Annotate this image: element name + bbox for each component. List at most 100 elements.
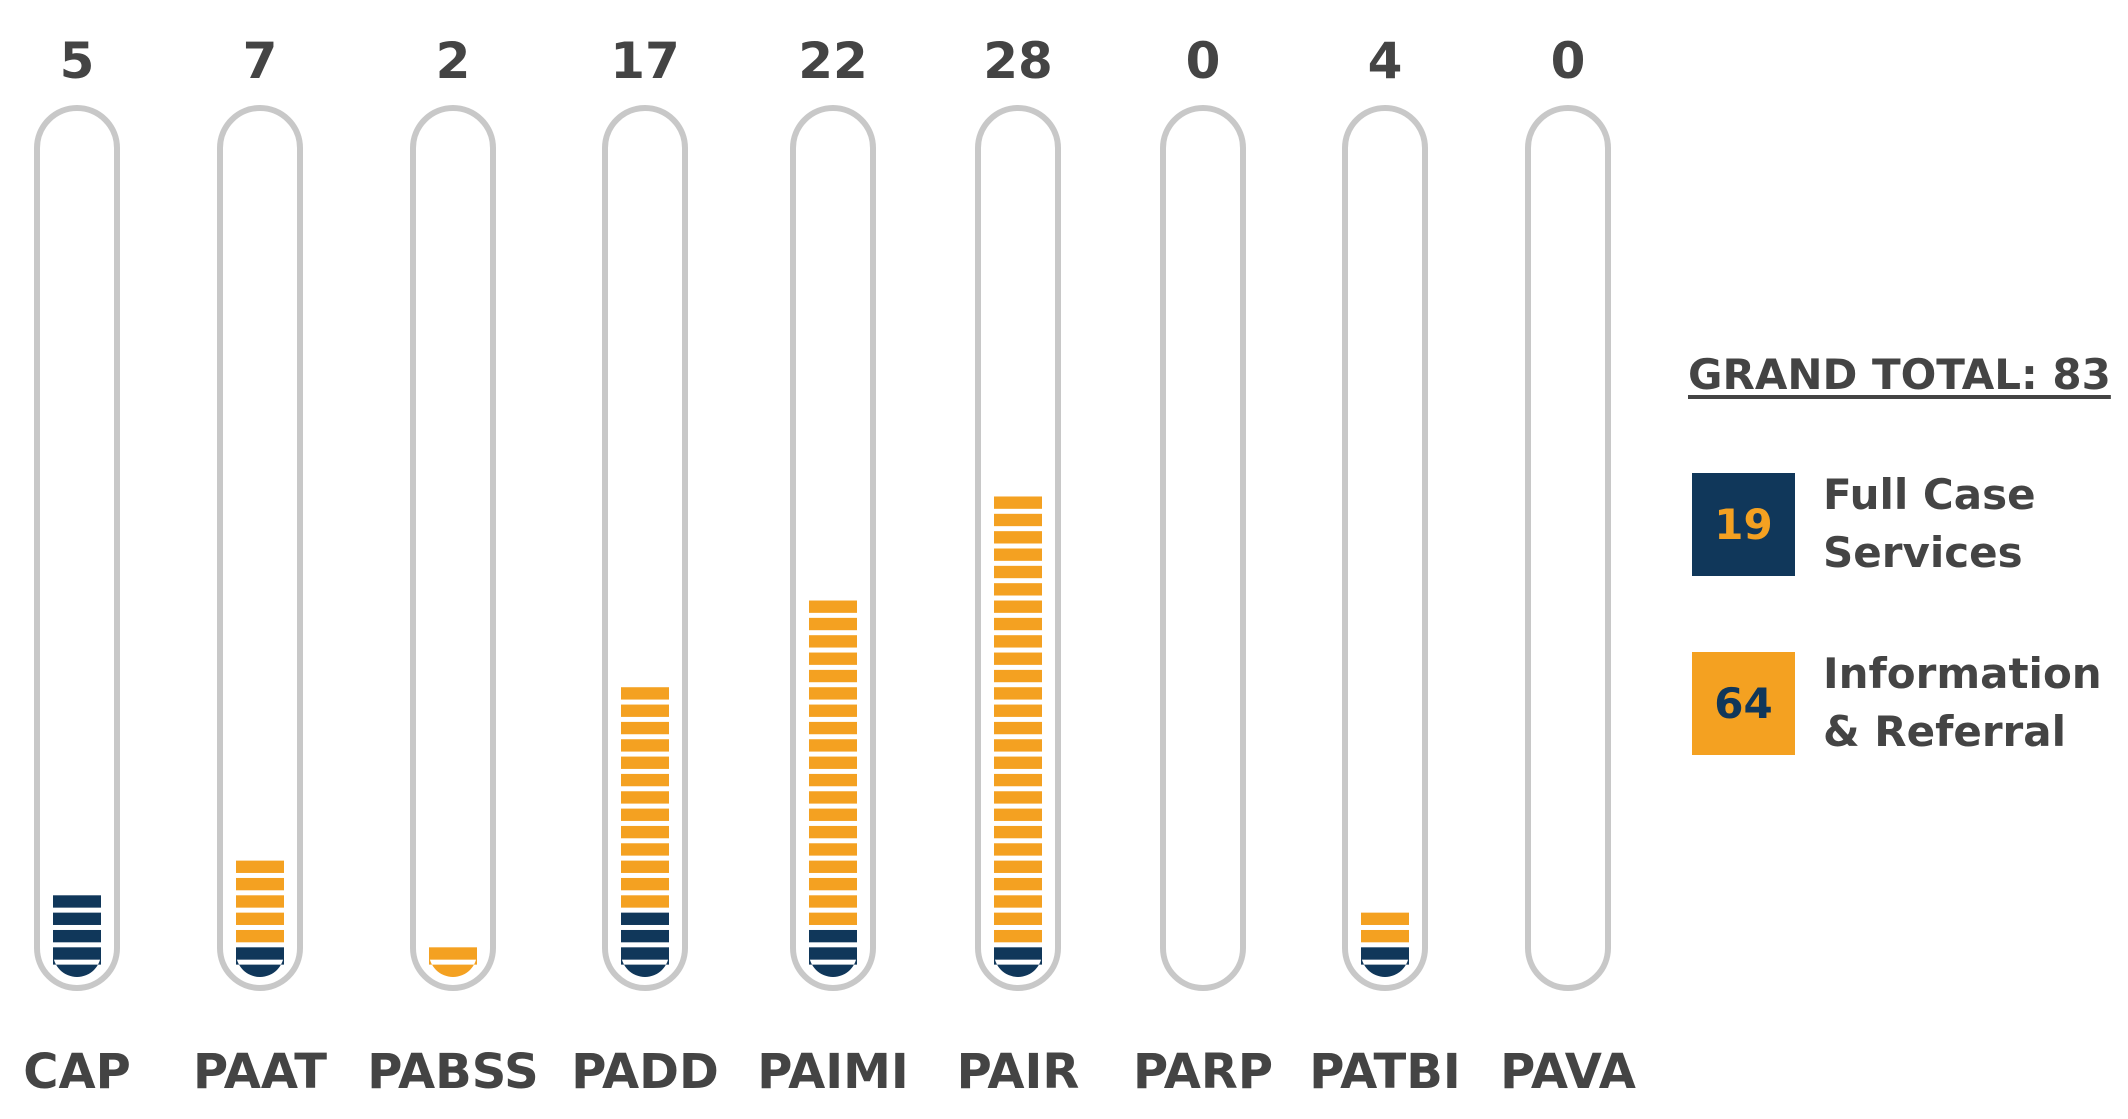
- total-label-padd: 17: [610, 32, 680, 90]
- segment-paat-4: [236, 912, 284, 925]
- segment-padd-16: [621, 704, 669, 717]
- segment-pair-10: [994, 808, 1042, 821]
- segment-pair-12: [994, 773, 1042, 787]
- segment-paimi-12: [809, 773, 857, 787]
- total-label-cap: 5: [60, 32, 95, 90]
- segment-paat-2: [236, 947, 284, 960]
- legend-item-full-case: 19 Full Case Services: [1692, 466, 2123, 582]
- tube-pair: [975, 105, 1061, 991]
- legend-count-full-case: 19: [1714, 499, 1773, 549]
- segment-paimi-3: [809, 929, 857, 943]
- segment-patbi-1: [1361, 953, 1409, 977]
- category-label-patbi: PATBI: [1309, 1044, 1460, 1100]
- segment-pabss-1: [429, 953, 477, 977]
- segment-pair-22: [994, 600, 1042, 613]
- segment-pair-15: [994, 721, 1042, 735]
- segment-padd-7: [621, 860, 669, 873]
- segment-pair-4: [994, 912, 1042, 925]
- segment-pair-18: [994, 669, 1042, 683]
- segment-paat-6: [236, 877, 284, 891]
- segment-paat-7: [236, 860, 284, 873]
- segment-paat-5: [236, 895, 284, 908]
- segment-pair-6: [994, 877, 1042, 891]
- segment-pair-28: [994, 496, 1042, 509]
- segment-paimi-10: [809, 808, 857, 821]
- segment-paimi-21: [809, 617, 857, 631]
- segment-paimi-2: [809, 947, 857, 960]
- segment-paimi-4: [809, 912, 857, 925]
- segment-pair-14: [994, 739, 1042, 752]
- category-label-padd: PADD: [571, 1044, 719, 1100]
- legend-label-full-case: Full Case Services: [1823, 470, 2036, 577]
- segment-pair-1: [994, 953, 1042, 977]
- segment-paimi-17: [809, 687, 857, 700]
- segment-pair-7: [994, 860, 1042, 873]
- segment-cap-5: [53, 895, 101, 908]
- segment-padd-17: [621, 687, 669, 700]
- segment-pair-20: [994, 635, 1042, 648]
- tube-cap: [34, 105, 120, 991]
- total-label-paimi: 22: [798, 32, 868, 90]
- category-label-cap: CAP: [23, 1044, 131, 1100]
- segment-pair-8: [994, 843, 1042, 856]
- category-label-paimi: PAIMI: [757, 1044, 908, 1100]
- legend-count-info-referral: 64: [1714, 678, 1773, 728]
- legend-swatch-info-referral: 64: [1692, 651, 1795, 755]
- tube-paimi: [790, 105, 876, 991]
- segment-padd-12: [621, 773, 669, 787]
- segment-pair-19: [994, 652, 1042, 665]
- segment-cap-3: [53, 929, 101, 943]
- segment-pair-23: [994, 583, 1042, 596]
- segment-padd-15: [621, 721, 669, 735]
- category-label-parp: PARP: [1133, 1044, 1273, 1100]
- segment-paimi-5: [809, 895, 857, 908]
- total-label-pava: 0: [1551, 32, 1586, 90]
- category-label-paat: PAAT: [193, 1044, 327, 1100]
- segment-pair-9: [994, 825, 1042, 839]
- segment-padd-14: [621, 739, 669, 752]
- segment-paimi-14: [809, 739, 857, 752]
- tube-padd: [602, 105, 688, 991]
- segment-paimi-8: [809, 843, 857, 856]
- legend-item-info-referral: 64 Information & Referral: [1692, 645, 2123, 761]
- tube-pabss: [410, 105, 496, 991]
- segment-paimi-22: [809, 600, 857, 613]
- segment-padd-9: [621, 825, 669, 839]
- segment-pair-24: [994, 565, 1042, 579]
- tube-pava: [1525, 105, 1611, 991]
- legend-swatch-full-case: 19: [1692, 472, 1795, 576]
- segment-paimi-20: [809, 635, 857, 648]
- segment-patbi-2: [1361, 947, 1409, 960]
- segment-pair-2: [994, 947, 1042, 960]
- category-label-pabss: PABSS: [367, 1044, 539, 1100]
- segment-paat-1: [236, 953, 284, 977]
- segment-paat-3: [236, 929, 284, 943]
- legend-label-info-referral: Information & Referral: [1823, 649, 2102, 756]
- segment-padd-8: [621, 843, 669, 856]
- tube-parp: [1160, 105, 1246, 991]
- segment-paimi-19: [809, 652, 857, 665]
- segment-pair-5: [994, 895, 1042, 908]
- segment-padd-2: [621, 947, 669, 960]
- tube-paat: [217, 105, 303, 991]
- segment-patbi-4: [1361, 912, 1409, 925]
- segment-patbi-3: [1361, 929, 1409, 943]
- segment-pair-11: [994, 791, 1042, 804]
- segment-paimi-11: [809, 791, 857, 804]
- grand-total: GRAND TOTAL: 83: [1688, 350, 2111, 399]
- segment-pair-27: [994, 513, 1042, 527]
- total-label-pabss: 2: [436, 32, 471, 90]
- segment-pair-21: [994, 617, 1042, 631]
- total-label-pair: 28: [983, 32, 1053, 90]
- segment-paimi-15: [809, 721, 857, 735]
- total-label-parp: 0: [1186, 32, 1221, 90]
- segment-paimi-7: [809, 860, 857, 873]
- segment-pair-3: [994, 929, 1042, 943]
- segment-cap-2: [53, 947, 101, 960]
- segment-paimi-18: [809, 669, 857, 683]
- segment-padd-3: [621, 929, 669, 943]
- segment-paimi-13: [809, 756, 857, 769]
- segment-padd-1: [621, 953, 669, 977]
- category-label-pava: PAVA: [1500, 1044, 1636, 1100]
